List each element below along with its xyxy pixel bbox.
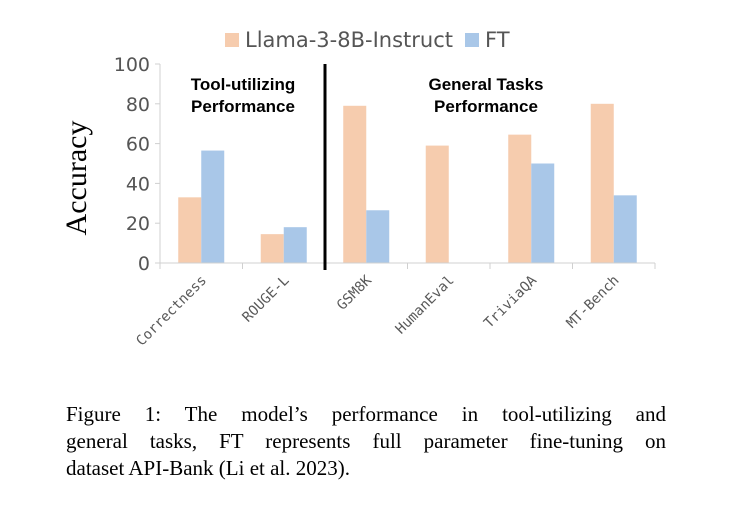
legend-label: Llama-3-8B-Instruct [245,28,453,52]
bar-llama [590,103,614,263]
y-tick-label: 60 [126,134,150,156]
y-axis-label: Accuracy [60,121,93,236]
bar-llama [425,145,449,263]
legend-swatch [465,33,479,47]
y-axis: 0 20 40 60 80 100 [114,54,161,275]
caption-line-2: general tasks, FT represents full parame… [66,429,666,453]
bar-llama [508,134,532,263]
y-tick-label: 100 [114,54,150,76]
bar-ft [613,195,637,263]
bar-ft [366,210,390,263]
y-tick-label: 20 [126,213,150,235]
legend-label: FT [485,28,510,52]
x-category-label: MT-Bench [564,273,623,332]
y-tick-label: 80 [126,94,150,116]
caption-line-3: dataset API-Bank (Li et al. 2023). [66,456,351,480]
x-axis: Correctness ROUGE-L GSM8K HumanEval TriviaQA… [133,262,656,350]
bar-llama [178,197,202,263]
x-category-label: TriviaQA [481,272,540,331]
x-category-label: Correctness [133,273,210,350]
bar-ft [201,150,225,263]
x-category-label: HumanEval [393,273,458,338]
bar-chart: Llama-3-8B-Instruct FT 0 20 40 60 80 100 Accur… [60,28,656,350]
section-title-line2: Performance [191,97,295,116]
caption-line-1: Figure 1: The model’s performance in too… [66,402,666,426]
section-title-line1: Tool-utilizing [191,75,295,94]
bar-ft [531,163,555,263]
y-tick-label: 40 [126,173,150,195]
bar-ft [283,227,307,263]
section-title-line1: General Tasks [429,75,544,94]
legend-swatch [225,33,239,47]
section-annotations: Tool-utilizing Performance General Tasks Pe… [191,64,544,270]
x-category-label: ROUGE-L [240,273,293,326]
x-category-label: GSM8K [334,272,376,314]
legend: Llama-3-8B-Instruct FT [225,28,510,52]
bar-llama [260,234,284,263]
section-title-line2: Performance [434,97,538,116]
y-tick-label: 0 [138,253,150,275]
bar-llama [343,105,367,263]
bars [178,103,637,263]
figure-caption: Figure 1: The model’s performance in too… [66,401,666,482]
